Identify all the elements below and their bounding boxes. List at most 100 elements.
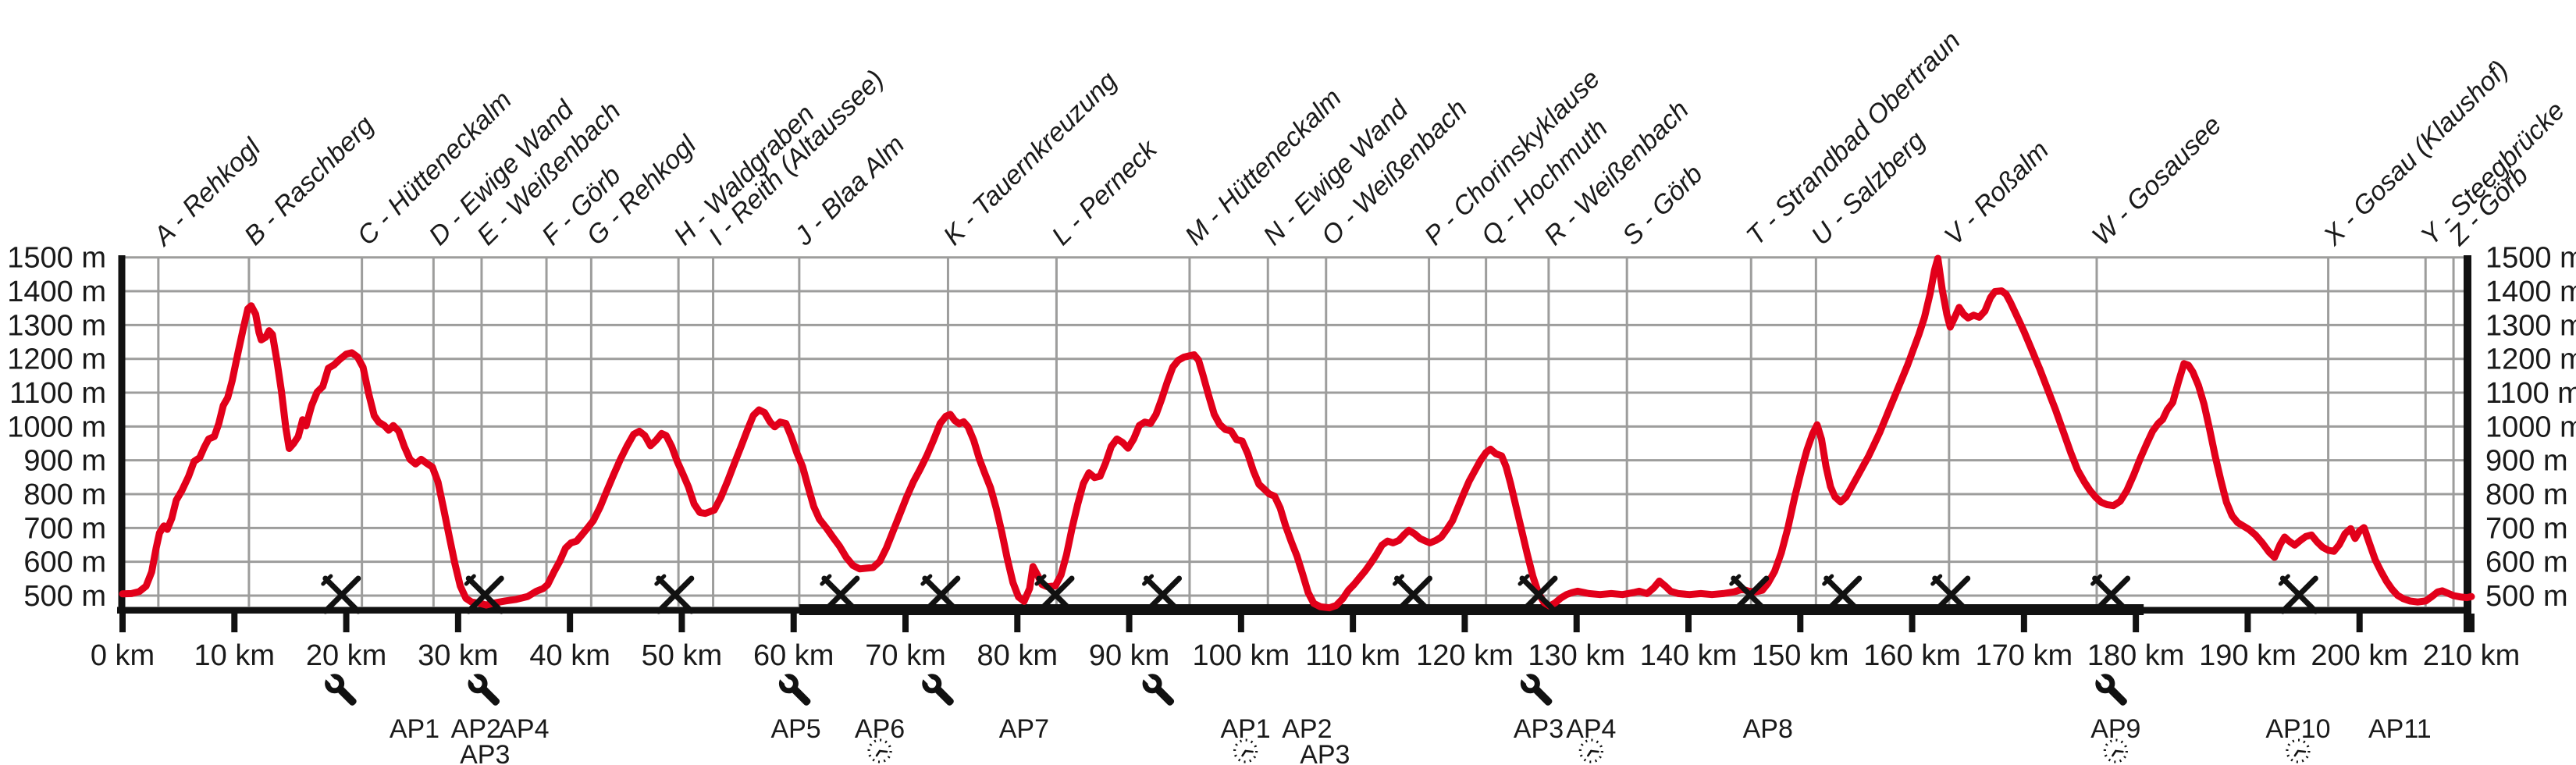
crossed-cutlery-icon	[1034, 574, 1075, 614]
clock-icon	[867, 738, 892, 763]
checkpoint-label: AP3	[1300, 740, 1350, 765]
x-tick-label: 130 km	[1528, 639, 1625, 672]
x-tick	[2468, 614, 2475, 632]
y-axis-label-left: 700 m	[23, 512, 106, 545]
clock-minute-hand	[878, 749, 888, 753]
clock-hour-hand	[2293, 749, 2300, 757]
checkpoint-label: AP6	[855, 714, 905, 744]
y-axis-label-left: 1000 m	[7, 411, 106, 443]
clock-minute-hand	[1590, 749, 1599, 753]
wrench-icon	[467, 673, 500, 706]
x-tick-label: 180 km	[2087, 639, 2185, 672]
fork-tines	[820, 574, 832, 586]
elevation-curve	[119, 254, 2475, 612]
fork	[2092, 575, 2131, 614]
wrench-jaw-gap	[1519, 673, 1531, 684]
checkpoint-label: AP1	[390, 714, 439, 744]
crossed-cutlery-icon	[820, 574, 860, 614]
fork-tines	[2090, 574, 2103, 586]
fork-tines	[1822, 574, 1834, 586]
wrench-handle	[480, 685, 500, 706]
clock-minute-hand	[2115, 749, 2124, 753]
crossed-cutlery-icon	[464, 574, 504, 614]
x-tick-label: 50 km	[642, 639, 722, 672]
x-tick-label: 40 km	[529, 639, 610, 672]
crossed-cutlery-icon	[321, 574, 361, 614]
checkpoint-label: AP1	[1220, 714, 1270, 744]
x-tick	[2356, 614, 2363, 632]
wrench-handle	[2107, 685, 2127, 706]
checkpoint-label: AP7	[999, 714, 1049, 744]
fork	[1036, 575, 1075, 614]
fork-tines	[1729, 574, 1742, 586]
wrench-icon	[777, 673, 811, 706]
fork-tines	[2278, 574, 2290, 586]
x-tick	[1461, 614, 1468, 632]
fork	[821, 575, 860, 614]
x-tick	[1350, 614, 1357, 632]
y-axis-label-right: 700 m	[2485, 512, 2568, 545]
clock-hour-hand	[875, 749, 881, 757]
y-axis-label-right: 1400 m	[2485, 276, 2576, 308]
crossed-cutlery-icon	[1930, 574, 1971, 614]
checkpoint-label: AP3	[460, 740, 510, 765]
y-axis-label-left: 1200 m	[7, 343, 106, 376]
clock-icon	[1233, 738, 1258, 763]
checkpoint-label: AP4	[499, 714, 549, 744]
fork	[656, 575, 695, 614]
y-axis-label-left: 1500 m	[7, 242, 106, 275]
x-tick-label: 200 km	[2311, 639, 2408, 672]
fork-tines	[920, 574, 933, 586]
waypoint-label: W - Gosausee	[2087, 110, 2228, 251]
checkpoint-label: AP3	[1514, 714, 1564, 744]
y-axis-label-right: 500 m	[2485, 580, 2568, 613]
fork	[1394, 575, 1433, 614]
wrench-handle	[934, 685, 954, 706]
y-axis-label-right: 600 m	[2485, 546, 2568, 579]
fork-tines	[654, 574, 667, 586]
clock-minute-hand	[2297, 749, 2307, 753]
fork-tines	[1034, 574, 1047, 586]
y-axis-label-left: 1400 m	[7, 276, 106, 308]
crossed-cutlery-icon	[2090, 574, 2131, 614]
clock-minute-hand	[1244, 749, 1254, 753]
wrench-jaw-gap	[1141, 673, 1153, 684]
fork	[322, 575, 361, 614]
fork	[1144, 575, 1183, 614]
clock-icon	[2103, 738, 2128, 763]
checkpoint-label: AP11	[2368, 714, 2432, 744]
y-axis-label-left: 1100 m	[9, 377, 106, 410]
checkpoint-label: AP4	[1566, 714, 1616, 744]
x-tick-label: 10 km	[194, 639, 275, 672]
x-tick-label: 110 km	[1305, 639, 1400, 672]
y-axis-label-left: 1300 m	[7, 309, 106, 342]
checkpoint-label: AP2	[1282, 714, 1332, 744]
right-spine	[2464, 255, 2471, 632]
checkpoint-label: AP2	[451, 714, 501, 744]
x-tick	[1237, 614, 1244, 632]
clock-icon	[1578, 738, 1603, 763]
wrench-icon	[1141, 673, 1175, 706]
y-axis-label-left: 900 m	[23, 445, 106, 478]
wrench-handle	[1532, 685, 1553, 706]
fork	[922, 575, 961, 614]
y-axis-label-left: 800 m	[23, 479, 106, 511]
clock-hour-hand	[1587, 749, 1592, 757]
wrench-jaw-gap	[921, 673, 932, 684]
x-tick-label: 210 km	[2423, 639, 2521, 672]
fork	[1519, 575, 1558, 614]
x-tick-label: 150 km	[1752, 639, 1849, 672]
y-axis-label-right: 1100 m	[2485, 377, 2576, 410]
clock-hour-hand	[1241, 749, 1247, 757]
waypoint-label: U - Salzberg	[1806, 126, 1931, 251]
y-axis-label-left: 500 m	[23, 580, 106, 613]
fork	[465, 575, 504, 614]
x-tick	[1573, 614, 1580, 632]
y-axis-label-right: 1200 m	[2485, 343, 2576, 376]
fork-tines	[1930, 574, 1943, 586]
x-tick	[1797, 614, 1804, 632]
fork	[1731, 575, 1770, 614]
x-tick	[1909, 614, 1916, 632]
